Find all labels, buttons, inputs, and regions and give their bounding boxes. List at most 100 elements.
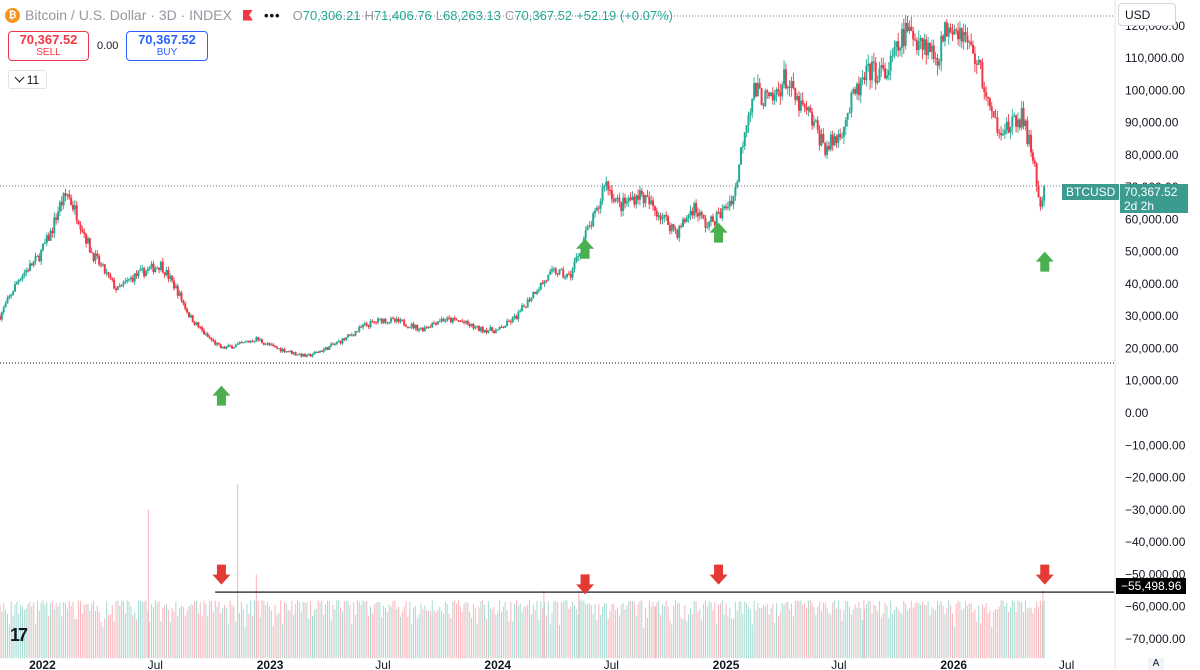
y-tick-label: −60,000.00 — [1125, 600, 1186, 614]
candle-body — [655, 210, 658, 217]
candle-body — [478, 325, 481, 332]
hline-price-label[interactable]: −55,498.96 — [1116, 578, 1187, 594]
candle-body — [446, 317, 449, 321]
candle-body — [872, 61, 875, 63]
candle-body — [242, 342, 245, 344]
candle-body — [369, 321, 372, 327]
candle-body — [511, 317, 514, 323]
candle-body — [178, 292, 181, 296]
candle-body — [436, 321, 439, 325]
flag-icon[interactable] — [242, 9, 253, 21]
candle-body — [463, 322, 466, 324]
candle-body — [532, 292, 535, 298]
candle-body — [614, 198, 617, 202]
candle-body — [710, 216, 713, 222]
candle-body — [481, 326, 484, 333]
candle-body — [957, 30, 960, 40]
candle-body — [111, 278, 114, 280]
up-arrow — [212, 385, 231, 406]
candle-body — [77, 220, 80, 225]
candle-body — [899, 47, 902, 51]
candle-body — [1031, 152, 1034, 161]
candle-body — [240, 342, 243, 344]
candle-body — [152, 263, 155, 273]
candle-body — [764, 90, 767, 106]
candle-body — [605, 181, 608, 187]
candle-body — [457, 320, 460, 322]
candle-body — [146, 268, 149, 271]
candle-body — [88, 238, 91, 253]
candle-body — [594, 210, 597, 214]
candle-body — [1001, 133, 1004, 136]
candle-body — [657, 215, 660, 217]
candle-body — [21, 275, 24, 280]
candle-body — [680, 226, 683, 228]
candle-body — [930, 45, 933, 52]
candle-body — [412, 323, 415, 329]
candle-body — [1026, 120, 1029, 145]
candle-body — [324, 347, 327, 350]
candle-body — [728, 200, 731, 207]
candle-body — [1030, 134, 1033, 153]
candle-body — [148, 267, 151, 269]
candle-body — [983, 87, 986, 93]
candle-body — [92, 252, 95, 261]
candle-body — [440, 318, 443, 322]
candle-body — [777, 89, 780, 92]
candle-body — [713, 221, 716, 226]
candle-body — [57, 211, 60, 220]
candle-body — [936, 57, 939, 66]
candle-body — [212, 340, 215, 342]
candle-body — [133, 273, 136, 282]
candle-body — [367, 325, 370, 327]
candle-body — [822, 133, 825, 143]
candle-body — [227, 345, 230, 347]
sell-button[interactable]: 70,367.52 SELL — [8, 31, 89, 61]
candle-body — [206, 333, 209, 337]
more-icon[interactable]: ••• — [263, 7, 281, 23]
candle-body — [769, 92, 772, 97]
candle-body — [833, 136, 836, 146]
candle-body — [631, 196, 634, 200]
candle-body — [534, 292, 537, 294]
candle-body — [176, 285, 179, 296]
candle-body — [410, 323, 413, 327]
candle-body — [831, 134, 834, 146]
candle-body — [405, 325, 408, 327]
symbol-title[interactable]: Bitcoin / U.S. Dollar · 3D · INDEX — [25, 7, 232, 23]
candle-body — [253, 341, 256, 343]
candle-body — [560, 269, 563, 271]
candle-body — [625, 201, 628, 204]
candle-body — [70, 197, 73, 205]
candle-body — [1024, 120, 1027, 127]
candle-body — [427, 326, 430, 328]
sell-label: SELL — [36, 47, 61, 58]
candle-body — [62, 193, 65, 206]
auto-scale-button[interactable]: A — [1148, 658, 1164, 670]
candle-body — [58, 202, 61, 212]
candle-body — [8, 295, 11, 298]
candle-body — [493, 330, 496, 334]
y-tick-label: 80,000.00 — [1125, 148, 1179, 162]
tradingview-logo[interactable]: 17 — [10, 625, 28, 645]
candle-body — [964, 32, 967, 36]
up-arrow — [576, 238, 595, 259]
y-tick-label: 60,000.00 — [1125, 212, 1179, 226]
candle-body — [990, 106, 993, 112]
candle-body — [347, 334, 350, 338]
candle-body — [158, 267, 161, 270]
buy-button[interactable]: 70,367.52 BUY — [126, 31, 208, 61]
candle-body — [674, 228, 677, 231]
candle-body — [603, 186, 606, 188]
candle-body — [476, 325, 479, 327]
candle-body — [741, 146, 744, 148]
x-tick-label: 2022 — [29, 658, 56, 670]
candle-body — [45, 235, 48, 243]
indicators-toggle[interactable]: 11 — [8, 70, 47, 89]
candle-body — [313, 351, 316, 355]
candle-body — [543, 280, 546, 284]
currency-select[interactable]: USD — [1118, 3, 1176, 26]
candle-body — [274, 345, 277, 347]
candle-body — [197, 322, 200, 328]
